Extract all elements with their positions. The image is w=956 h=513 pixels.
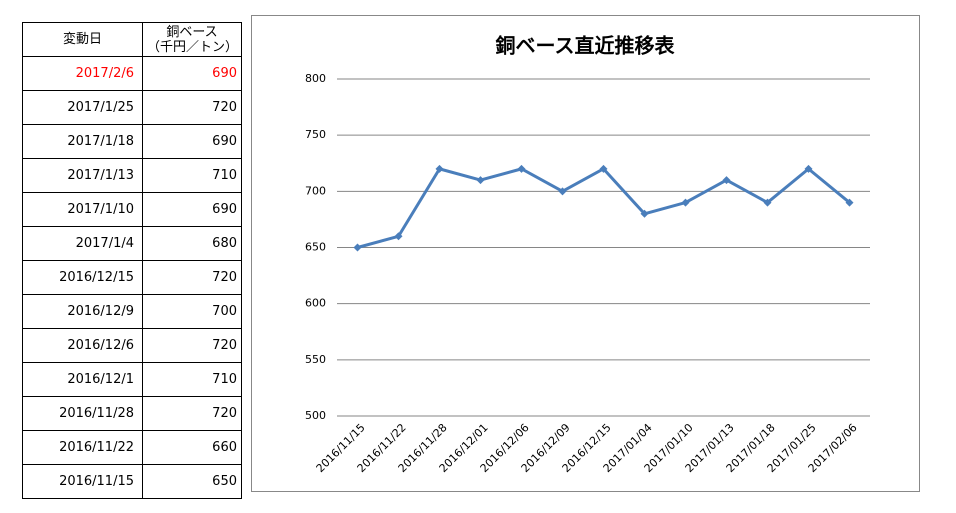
table-row: 2016/12/6 720: [22, 328, 242, 363]
y-tick-label: 700: [305, 184, 326, 197]
y-tick-label: 800: [305, 72, 326, 85]
header-cell: 銅ベース （千円／トン）: [142, 22, 242, 57]
date-cell: 2016/11/15: [22, 464, 143, 499]
value-cell: 680: [142, 226, 242, 261]
y-tick-label: 750: [305, 128, 326, 141]
line: [357, 167, 851, 249]
marker: [845, 198, 854, 207]
header-cell: 変動日: [22, 22, 143, 57]
marker: [640, 209, 649, 218]
price-table: 変動日 銅ベース （千円／トン） 2017/2/6 690 2017/1/25 720 201…: [22, 22, 242, 499]
marker: [435, 164, 444, 173]
date-cell: 2017/1/18: [22, 124, 143, 159]
table-row: 2016/12/15 720: [22, 260, 242, 295]
date-cell: 2017/1/25: [22, 90, 143, 125]
table-row: 2016/11/15 650: [22, 464, 242, 499]
marker: [681, 198, 690, 207]
y-tick-label: 650: [305, 241, 326, 254]
table-row: 2017/2/6 690: [22, 56, 242, 91]
date-cell: 2016/12/6: [22, 328, 143, 363]
value-cell: 650: [142, 464, 242, 499]
value-cell: 690: [142, 124, 242, 159]
y-tick-label: 550: [305, 353, 326, 366]
marker: [722, 176, 731, 185]
table-row: 2017/1/25 720: [22, 90, 242, 125]
marker: [353, 243, 362, 252]
date-cell: 2017/1/10: [22, 192, 143, 227]
date-cell: 2016/11/22: [22, 430, 143, 465]
header-row: 変動日 銅ベース （千円／トン）: [22, 22, 242, 57]
value-cell: 720: [142, 328, 242, 363]
date-cell: 2016/12/9: [22, 294, 143, 329]
table-row: 2017/1/18 690: [22, 124, 242, 159]
marker: [394, 232, 403, 241]
value-cell: 710: [142, 362, 242, 397]
date-cell: 2017/2/6: [22, 56, 143, 91]
value-cell: 710: [142, 158, 242, 193]
marker: [599, 164, 608, 173]
value-cell: 720: [142, 260, 242, 295]
y-tick-label: 600: [305, 297, 326, 310]
marker: [763, 198, 772, 207]
header-text: 変動日: [62, 32, 102, 47]
table-row: 2017/1/10 690: [22, 192, 242, 227]
marker: [558, 187, 567, 196]
table-row: 2016/11/28 720: [22, 396, 242, 431]
header-text: 銅ベース: [166, 24, 218, 40]
value-cell: 690: [142, 56, 242, 91]
marker: [476, 176, 485, 185]
y-tick-label: 500: [305, 409, 326, 422]
marker: [804, 164, 813, 173]
chart-frame: [251, 15, 920, 492]
header-text: （千円／トン）: [147, 39, 239, 55]
value-cell: 690: [142, 192, 242, 227]
chart-title: 銅ベース直近推移表: [496, 34, 676, 58]
marker: [517, 164, 526, 173]
